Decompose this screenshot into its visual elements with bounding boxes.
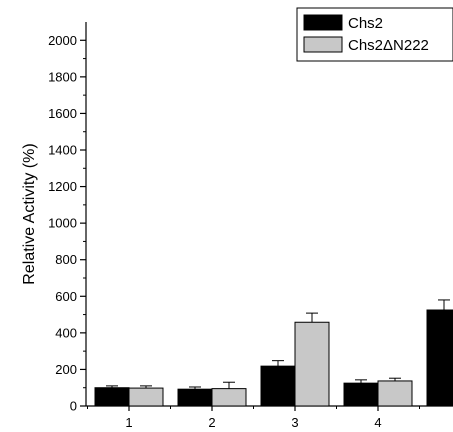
y-tick-label: 1400 xyxy=(48,143,77,158)
y-tick-label: 400 xyxy=(55,325,77,340)
bar-chs2 xyxy=(426,309,453,407)
y-tick-label: 800 xyxy=(55,252,77,267)
y-tick-label: 200 xyxy=(55,362,77,377)
error-bars xyxy=(106,299,450,390)
x-tick-label: 3 xyxy=(291,415,298,430)
y-tick-label: 600 xyxy=(55,289,77,304)
legend-label-chs2: Chs2 xyxy=(348,15,383,32)
legend-label-chs2-delta-n222: Chs2ΔN222 xyxy=(348,37,429,54)
x-tick-label: 4 xyxy=(374,415,381,430)
axes xyxy=(85,22,453,407)
bar-chs2-delta-n222 xyxy=(128,387,164,407)
bar-chs2-delta-n222 xyxy=(377,380,413,407)
legend-swatch-chs2-delta-n222 xyxy=(303,36,343,53)
legend: Chs2 Chs2ΔN222 xyxy=(296,7,453,62)
y-tick-label: 1200 xyxy=(48,179,77,194)
y-tick-label: 0 xyxy=(70,399,77,414)
bar-chs2 xyxy=(260,365,296,407)
y-tick-label: 1600 xyxy=(48,106,77,121)
x-axis-ticks: 1 2 3 4 xyxy=(87,406,420,430)
legend-swatch-chs2 xyxy=(303,14,343,31)
y-tick-label: 1000 xyxy=(48,216,77,231)
x-tick-label: 2 xyxy=(208,415,215,430)
y-axis-label: Relative Activity (%) xyxy=(21,143,38,284)
y-tick-label: 2000 xyxy=(48,33,77,48)
bar-chs2 xyxy=(177,388,213,407)
x-tick-label: 1 xyxy=(125,415,132,430)
bar-chs2 xyxy=(343,382,379,407)
bar-chs2-delta-n222 xyxy=(294,321,330,407)
bar-chs2 xyxy=(94,387,130,407)
bars xyxy=(94,309,453,407)
y-tick-label: 1800 xyxy=(48,69,77,84)
bar-chs2-delta-n222 xyxy=(211,388,247,407)
y-axis-ticks: 0 200 400 600 800 1000 1200 1400 1600 1800 2000 xyxy=(48,33,86,414)
